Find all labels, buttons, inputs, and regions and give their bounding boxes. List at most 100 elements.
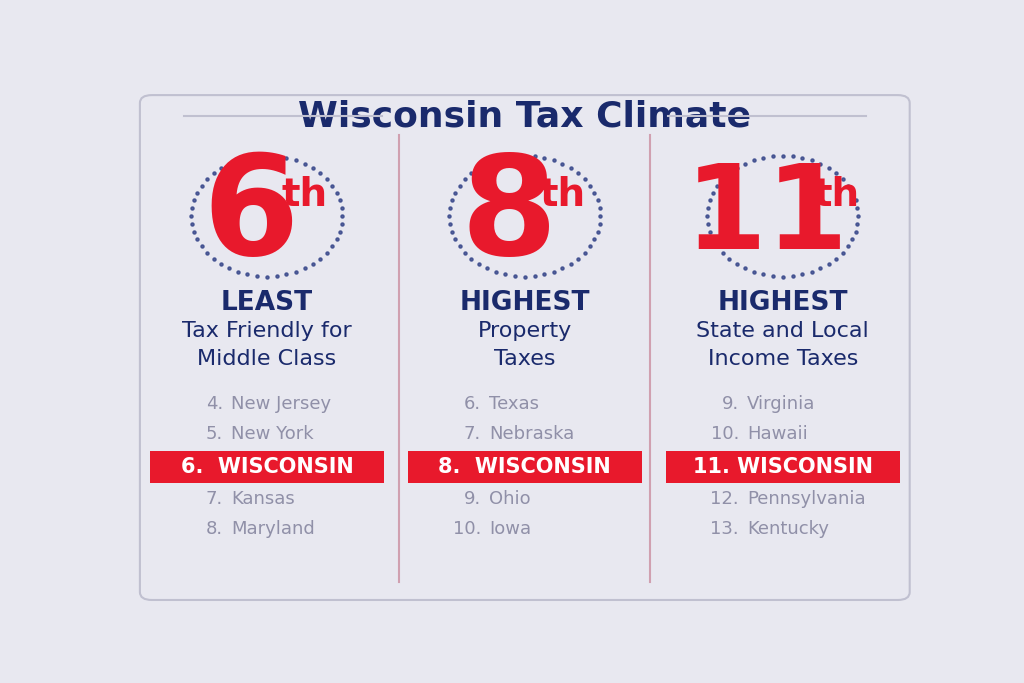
Point (721, 253, 737, 264)
Point (457, 247, 473, 258)
Point (268, 270, 285, 281)
Text: Pennsylvania: Pennsylvania (746, 490, 865, 508)
Text: New Jersey: New Jersey (231, 395, 332, 413)
Point (206, 253, 222, 264)
Point (755, 269, 771, 280)
Text: 12.: 12. (711, 490, 739, 508)
Point (537, 152, 553, 163)
Point (487, 155, 504, 166)
Text: 13.: 13. (711, 520, 739, 538)
Point (591, 203, 607, 214)
Text: 10.: 10. (711, 426, 739, 443)
Point (268, 151, 285, 162)
Point (699, 203, 716, 214)
Text: Property
Taxes: Property Taxes (477, 320, 572, 370)
Text: 7.: 7. (206, 490, 223, 508)
Point (705, 234, 721, 245)
Point (729, 259, 745, 270)
Point (526, 270, 543, 281)
Point (312, 168, 329, 179)
Point (463, 168, 479, 179)
Text: Nebraska: Nebraska (489, 426, 574, 443)
Point (705, 187, 721, 198)
Point (183, 210, 200, 221)
Point (537, 269, 553, 280)
Point (334, 219, 350, 229)
Point (229, 155, 246, 166)
Point (259, 150, 275, 161)
Point (457, 173, 473, 184)
Point (850, 210, 866, 221)
Text: New York: New York (231, 426, 313, 443)
Text: Kansas: Kansas (231, 490, 295, 508)
Point (487, 266, 504, 277)
Point (221, 263, 238, 274)
Point (288, 155, 304, 166)
Point (699, 210, 716, 221)
Text: 9.: 9. (464, 490, 481, 508)
Text: 10.: 10. (453, 520, 481, 538)
Point (443, 195, 460, 206)
Point (844, 187, 860, 198)
Text: 8.  WISCONSIN: 8. WISCONSIN (438, 457, 611, 477)
Point (794, 152, 810, 163)
Point (526, 151, 543, 162)
Point (820, 163, 837, 173)
Point (334, 203, 350, 214)
Point (318, 173, 335, 184)
Point (206, 168, 222, 179)
Point (324, 180, 340, 191)
Point (827, 253, 844, 264)
Point (312, 253, 329, 264)
Point (820, 259, 837, 270)
Text: Ohio: Ohio (489, 490, 530, 508)
Point (288, 266, 304, 277)
Text: 11: 11 (685, 158, 849, 274)
Point (812, 263, 828, 274)
Point (849, 219, 865, 229)
Point (334, 210, 350, 221)
Point (279, 269, 295, 280)
Point (784, 151, 801, 162)
Point (259, 271, 275, 282)
Point (184, 219, 201, 229)
Point (199, 173, 215, 184)
Text: Maryland: Maryland (231, 520, 315, 538)
Text: 6.  WISCONSIN: 6. WISCONSIN (180, 457, 353, 477)
Bar (150, 451, 384, 483)
Point (516, 271, 532, 282)
Point (471, 259, 487, 270)
Bar (408, 451, 642, 483)
Text: th: th (282, 176, 328, 214)
Text: 6: 6 (203, 149, 299, 283)
Point (729, 163, 745, 173)
Point (592, 210, 608, 221)
Point (701, 226, 718, 237)
Text: HIGHEST: HIGHEST (460, 290, 590, 316)
Point (737, 158, 754, 169)
Point (452, 180, 468, 191)
Point (745, 266, 762, 277)
Point (546, 155, 562, 166)
Point (442, 219, 459, 229)
Point (587, 187, 603, 198)
Point (710, 180, 726, 191)
Point (737, 263, 754, 274)
Text: HIGHEST: HIGHEST (718, 290, 848, 316)
Point (194, 241, 210, 252)
Point (587, 234, 603, 245)
Point (507, 270, 523, 281)
Text: 8.: 8. (206, 520, 223, 538)
Point (765, 151, 781, 162)
Point (324, 241, 340, 252)
FancyBboxPatch shape (140, 95, 909, 600)
Point (582, 241, 598, 252)
Text: LEAST: LEAST (221, 290, 313, 316)
Point (715, 247, 731, 258)
Point (329, 187, 345, 198)
Point (701, 195, 718, 206)
Point (546, 266, 562, 277)
Point (804, 266, 820, 277)
Point (249, 270, 265, 281)
Point (249, 151, 265, 162)
